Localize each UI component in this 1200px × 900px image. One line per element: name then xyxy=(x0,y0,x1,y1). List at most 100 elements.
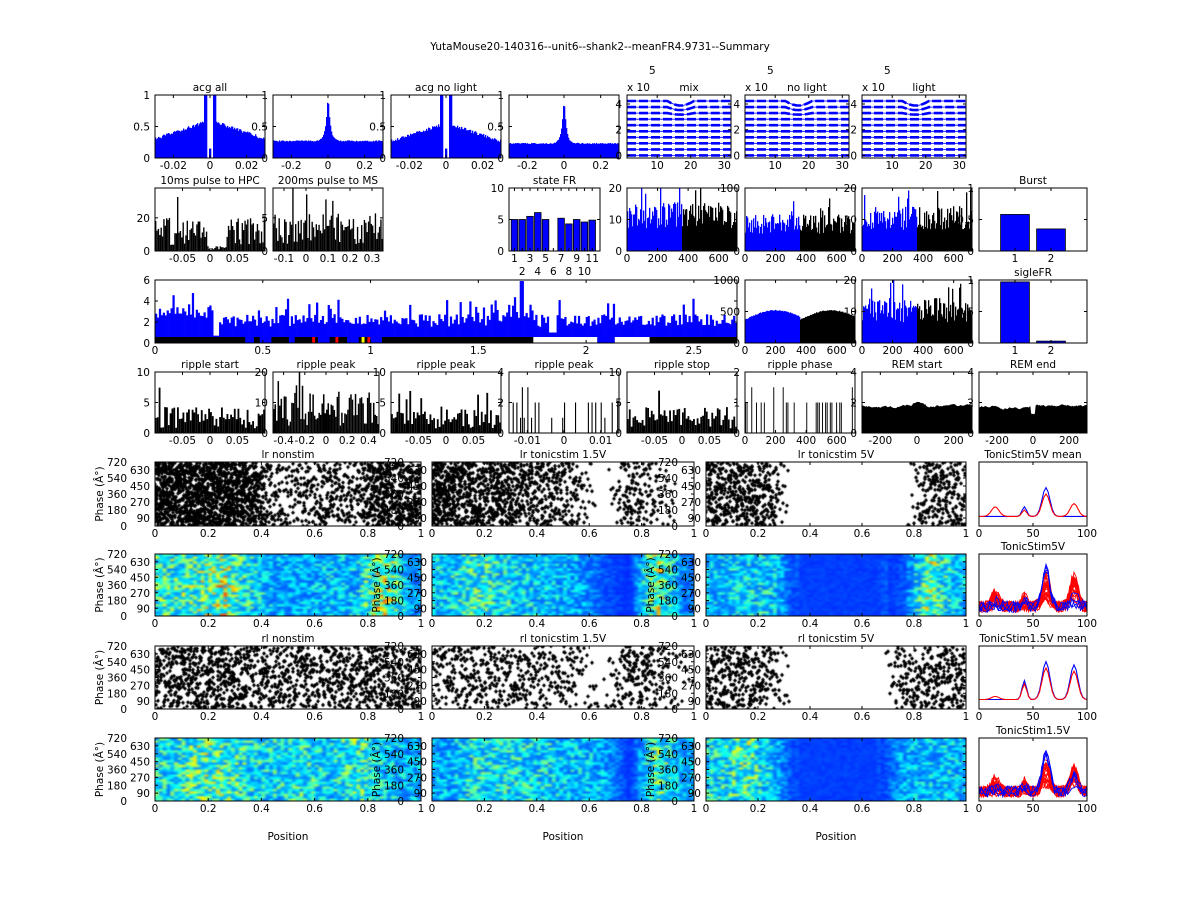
fr-bar xyxy=(907,316,909,343)
acg-bar xyxy=(292,141,294,158)
fr-bar xyxy=(845,312,847,343)
x-tick-label: 0.5 xyxy=(254,345,271,357)
axis-exponent: x 10 xyxy=(862,82,885,94)
fr-bar xyxy=(918,224,920,251)
fr-time-bar xyxy=(255,325,259,343)
acg-bar xyxy=(251,134,253,158)
fr-bar xyxy=(681,204,683,251)
acg-bar xyxy=(356,140,358,158)
fr-bar xyxy=(866,221,868,251)
fr-time-bar xyxy=(601,315,604,343)
fr-bar xyxy=(937,320,939,343)
x-tick-label: 0.4 xyxy=(802,528,819,540)
spike-phase-raster xyxy=(706,462,966,526)
fr-bar xyxy=(815,313,817,343)
acg-bar xyxy=(210,148,212,158)
fr-bar xyxy=(759,312,761,343)
fr-time-bar xyxy=(663,315,666,343)
fr-time-bar xyxy=(659,317,662,343)
fr-time-bar xyxy=(671,316,674,343)
fr-bar xyxy=(794,229,796,251)
acg-bar xyxy=(445,148,447,158)
y-tick-label: 540 xyxy=(107,473,127,485)
histogram-bar xyxy=(587,402,589,433)
histogram-bar xyxy=(336,217,338,251)
x-tick-label: 20 xyxy=(802,160,815,172)
histogram-bar xyxy=(338,391,340,433)
fr-time-bar xyxy=(610,317,614,343)
y-tick-label: 540 xyxy=(658,473,678,485)
acg-bar xyxy=(318,140,320,158)
y-tick-label: 90 xyxy=(414,696,427,708)
fr-bar xyxy=(913,305,915,343)
acg-bar xyxy=(381,140,383,158)
histogram-bar xyxy=(307,411,310,433)
acg-bar xyxy=(496,139,498,158)
acg-bar xyxy=(574,142,576,158)
acg-bar xyxy=(331,131,333,158)
histogram-bar xyxy=(676,409,679,433)
axes-frame xyxy=(154,279,738,344)
acg-bar xyxy=(567,133,569,158)
axes-title: Burst xyxy=(1019,175,1047,187)
acg-bar xyxy=(582,142,584,158)
fr-time-bar xyxy=(401,318,404,343)
waveform-trace xyxy=(745,106,849,111)
fr-bar xyxy=(634,214,636,251)
histogram-bar xyxy=(700,416,703,433)
acg-bar xyxy=(423,130,425,158)
acg-bar xyxy=(604,143,606,158)
fr-time-bar xyxy=(521,281,524,343)
histogram-bar xyxy=(212,249,215,251)
y-tick-label: 720 xyxy=(658,733,678,745)
fr-time-bar xyxy=(585,317,588,343)
fr-time-bar xyxy=(434,323,437,343)
fr-bar xyxy=(906,307,908,343)
fr-bar xyxy=(886,228,888,251)
fr-time-bar xyxy=(511,305,515,343)
x-tick-label: 100 xyxy=(1077,618,1097,630)
axes-title: ripple peak xyxy=(535,359,595,371)
acg-bar xyxy=(536,143,538,158)
histogram-bar xyxy=(192,221,194,251)
fr-bar xyxy=(646,228,648,251)
x-tick-label: 0.6 xyxy=(581,711,598,723)
fr-time-bar xyxy=(506,312,509,343)
histogram-bar xyxy=(345,226,348,251)
acg-bar xyxy=(591,144,593,158)
x-tick-label: 0.02 xyxy=(471,160,494,172)
fr-bar xyxy=(852,222,854,251)
y-tick-label: 540 xyxy=(658,749,678,761)
fr-bar xyxy=(905,206,907,251)
x-tick-label: 0 xyxy=(443,160,450,172)
histogram-bar xyxy=(286,243,289,251)
fr-time-bar xyxy=(488,319,491,343)
fr-bar xyxy=(763,311,765,343)
histogram-bar xyxy=(259,415,262,433)
histogram-bar xyxy=(200,410,203,433)
histogram-bar xyxy=(453,417,456,433)
acg-bar xyxy=(545,143,547,158)
histogram-bar xyxy=(372,225,374,251)
fr-bar xyxy=(887,218,889,251)
acg-bar xyxy=(412,133,414,158)
acg-bar xyxy=(455,127,457,158)
histogram-bar xyxy=(376,238,378,251)
y-tick-label: 0 xyxy=(850,150,857,162)
fr-bar xyxy=(874,211,876,251)
fr-time-bar xyxy=(651,317,654,343)
acg-bar xyxy=(563,105,565,158)
histogram-bar xyxy=(600,402,602,433)
fr-bar xyxy=(967,222,969,251)
histogram-bar xyxy=(479,425,481,433)
histogram-bar xyxy=(164,225,166,251)
fr-bar xyxy=(755,314,757,343)
acg-bar xyxy=(438,124,440,158)
fr-time-bar xyxy=(574,315,577,343)
acg-bar xyxy=(367,140,369,158)
y-tick-label: 2 xyxy=(497,398,504,410)
acg-bar xyxy=(353,141,355,158)
acg-bar xyxy=(246,132,248,158)
